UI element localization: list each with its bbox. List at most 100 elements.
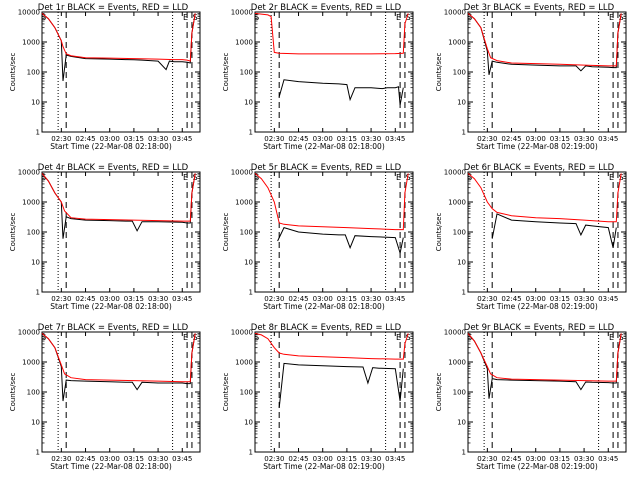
y-tick-label: 10000 <box>444 9 466 17</box>
y-tick-label: 1000 <box>448 39 466 47</box>
y-tick-label: 10 <box>457 99 466 107</box>
interval-marker: E <box>609 333 614 342</box>
x-tick-label: 03:00 <box>526 455 546 463</box>
x-axis-label: Start Time (22-Mar-08 02:18:00) <box>263 142 385 151</box>
chart-title: Det 9r BLACK = Events, RED = LLD <box>464 323 615 333</box>
y-tick-label: 1000 <box>448 199 466 207</box>
y-tick-label: 10 <box>244 99 253 107</box>
chart-title: Det 4r BLACK = Events, RED = LLD <box>38 163 189 173</box>
interval-marker: S <box>467 13 472 22</box>
interval-marker: S <box>41 333 46 342</box>
y-tick-label: 10 <box>31 419 40 427</box>
interval-marker: S <box>619 173 624 182</box>
y-tick-label: 1 <box>36 129 40 137</box>
x-tick-label: 03:15 <box>550 135 570 143</box>
y-tick-label: 1000 <box>22 359 40 367</box>
x-tick-label: 03:30 <box>361 135 381 143</box>
x-tick-label: 02:30 <box>264 135 284 143</box>
chart-title: Det 7r BLACK = Events, RED = LLD <box>38 323 189 333</box>
x-tick-label: 03:15 <box>124 455 144 463</box>
x-tick-label: 03:45 <box>172 455 192 463</box>
chart-panel-7: Det 7r BLACK = Events, RED = LLD 1 10 100 10… <box>9 323 201 471</box>
x-axis-label: Start Time (22-Mar-08 02:18:00) <box>263 302 385 311</box>
y-tick-label: 100 <box>240 69 253 77</box>
interval-marker: S <box>254 173 259 182</box>
series-line-lld <box>467 13 622 67</box>
x-axis-label: Start Time (22-Mar-08 02:19:00) <box>263 462 385 471</box>
series-line-lld <box>467 173 622 223</box>
chart-panel-9: Det 9r BLACK = Events, RED = LLD 1 10 100 10… <box>435 323 627 471</box>
series-line-events <box>277 226 404 255</box>
y-tick-label: 1 <box>462 289 466 297</box>
interval-marker: S <box>467 333 472 342</box>
x-tick-label: 03:15 <box>337 135 357 143</box>
x-tick-label: 02:45 <box>75 295 95 303</box>
interval-marker: S <box>467 173 472 182</box>
x-tick-label: 03:45 <box>598 135 618 143</box>
y-tick-label: 100 <box>27 69 40 77</box>
y-tick-label: 10000 <box>231 169 253 177</box>
interval-marker: E <box>609 13 614 22</box>
x-tick-label: 03:00 <box>526 295 546 303</box>
x-tick-label: 03:30 <box>148 135 168 143</box>
x-tick-label: 03:30 <box>361 295 381 303</box>
x-axis-label: Start Time (22-Mar-08 02:18:00) <box>50 142 172 151</box>
interval-marker: S <box>41 173 46 182</box>
chart-panel-8: Det 8r BLACK = Events, RED = LLD 1 10 100 10… <box>222 323 414 471</box>
y-axis-label: Counts/sec <box>435 53 443 92</box>
chart-title: Det 2r BLACK = Events, RED = LLD <box>251 3 402 13</box>
x-tick-label: 03:30 <box>574 455 594 463</box>
x-tick-label: 03:30 <box>574 135 594 143</box>
y-tick-label: 1000 <box>235 39 253 47</box>
x-tick-label: 02:30 <box>51 295 71 303</box>
series-line-lld <box>41 333 196 383</box>
chart-panel-2: Det 2r BLACK = Events, RED = LLD 1 10 100 10… <box>222 3 414 151</box>
x-tick-label: 03:45 <box>385 135 405 143</box>
series-line-lld <box>254 173 409 231</box>
x-axis-label: Start Time (22-Mar-08 02:18:00) <box>50 462 172 471</box>
x-tick-label: 02:30 <box>264 455 284 463</box>
x-tick-label: 02:45 <box>75 135 95 143</box>
x-tick-label: 03:00 <box>100 455 120 463</box>
y-axis-label: Counts/sec <box>435 213 443 252</box>
interval-marker: E <box>183 333 188 342</box>
x-tick-label: 03:00 <box>100 135 120 143</box>
interval-marker: E <box>396 333 401 342</box>
chart-title: Det 1r BLACK = Events, RED = LLD <box>38 3 189 13</box>
x-tick-label: 02:30 <box>51 455 71 463</box>
y-tick-label: 1000 <box>22 199 40 207</box>
x-tick-label: 03:00 <box>313 295 333 303</box>
x-tick-label: 02:30 <box>477 135 497 143</box>
y-tick-label: 10 <box>31 259 40 267</box>
interval-marker: S <box>254 13 259 22</box>
y-tick-label: 100 <box>453 69 466 77</box>
chart-panel-4: Det 4r BLACK = Events, RED = LLD 1 10 100 10… <box>9 163 201 311</box>
chart-title: Det 6r BLACK = Events, RED = LLD <box>464 163 615 173</box>
chart-panel-5: Det 5r BLACK = Events, RED = LLD 1 10 100 10… <box>222 163 414 311</box>
y-tick-label: 1 <box>249 129 253 137</box>
interval-marker: S <box>193 13 198 22</box>
x-tick-label: 03:00 <box>526 135 546 143</box>
series-line-lld <box>254 332 409 360</box>
y-tick-label: 10 <box>244 419 253 427</box>
x-tick-label: 03:00 <box>100 295 120 303</box>
chart-title: Det 5r BLACK = Events, RED = LLD <box>251 163 402 173</box>
x-tick-label: 03:30 <box>361 455 381 463</box>
y-tick-label: 1000 <box>235 359 253 367</box>
y-tick-label: 10000 <box>444 329 466 337</box>
y-tick-label: 100 <box>453 229 466 237</box>
x-tick-label: 03:15 <box>550 295 570 303</box>
x-tick-label: 02:30 <box>477 295 497 303</box>
x-axis-label: Start Time (22-Mar-08 02:19:00) <box>476 142 598 151</box>
x-tick-label: 03:30 <box>574 295 594 303</box>
series-line-events <box>41 333 196 402</box>
y-tick-label: 1 <box>249 289 253 297</box>
y-tick-label: 10000 <box>18 329 40 337</box>
interval-marker: E <box>183 13 188 22</box>
interval-marker: E <box>183 173 188 182</box>
y-axis-label: Counts/sec <box>222 213 230 252</box>
interval-marker: S <box>193 333 198 342</box>
y-tick-label: 1 <box>249 449 253 457</box>
y-tick-label: 10 <box>244 259 253 267</box>
y-tick-label: 10 <box>31 99 40 107</box>
